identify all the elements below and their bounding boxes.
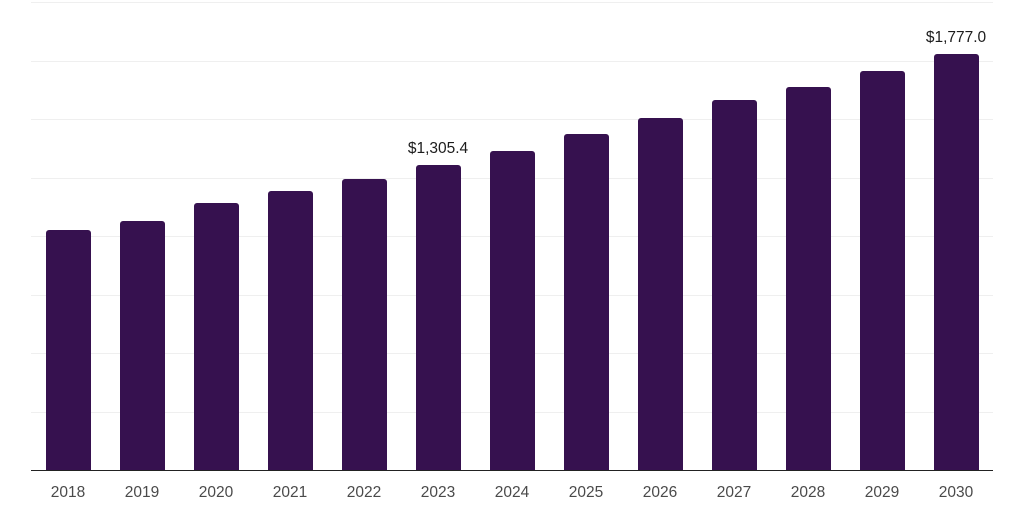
bar-2024 xyxy=(489,151,535,470)
bar-2029 xyxy=(859,71,905,470)
x-axis-label: 2025 xyxy=(568,484,604,501)
x-axis-label: 2028 xyxy=(790,484,826,501)
x-axis-label: 2029 xyxy=(864,484,900,501)
gridline xyxy=(31,2,993,3)
x-axis-label: 2023 xyxy=(420,484,456,501)
x-axis-label: 2022 xyxy=(346,484,382,501)
bar-2028 xyxy=(785,87,831,470)
bar-2023 xyxy=(415,165,461,470)
x-axis-label: 2018 xyxy=(50,484,86,501)
x-axis-label: 2027 xyxy=(716,484,752,501)
x-axis-line xyxy=(31,469,993,472)
bar-2030 xyxy=(933,54,979,470)
x-axis-label: 2026 xyxy=(642,484,678,501)
bar-2021 xyxy=(267,191,313,470)
gridline xyxy=(31,119,993,120)
bar-2027 xyxy=(711,100,757,470)
bar-2025 xyxy=(563,134,609,470)
bar-value-label: $1,777.0 xyxy=(925,29,987,46)
bar-2022 xyxy=(341,179,387,470)
gridline xyxy=(31,60,993,62)
bar-2018 xyxy=(45,230,91,470)
bar-2019 xyxy=(119,221,165,470)
x-axis-label: 2021 xyxy=(272,484,308,501)
x-axis-label: 2019 xyxy=(124,484,160,501)
x-axis-label: 2020 xyxy=(198,484,234,501)
x-axis-label: 2024 xyxy=(494,484,530,501)
bar-value-label: $1,305.4 xyxy=(407,140,469,157)
bar-2026 xyxy=(637,118,683,470)
x-axis-label: 2030 xyxy=(938,484,974,501)
bar-2020 xyxy=(193,203,239,470)
